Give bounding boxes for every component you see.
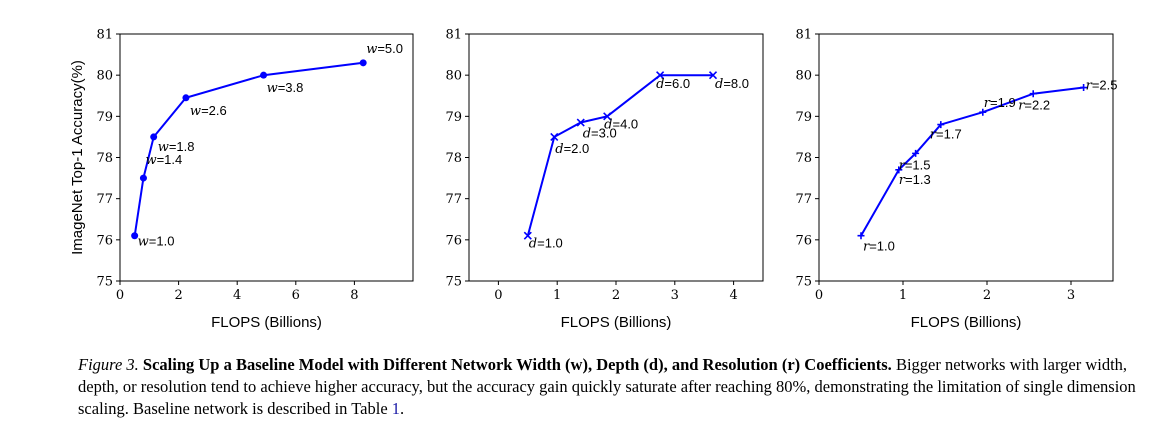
point-label: w=1.4 xyxy=(145,152,182,168)
x-tick-label: 1 xyxy=(899,288,907,303)
data-point xyxy=(708,71,718,80)
data-point xyxy=(359,59,367,67)
series-line xyxy=(133,61,364,236)
y-axis-label: ImageNet Top-1 Accuracy(%) xyxy=(69,60,86,255)
point-label: r=1.7 xyxy=(930,127,962,143)
data-point xyxy=(1080,84,1088,92)
x-tick-label: 8 xyxy=(350,288,358,303)
x-tick-label: 4 xyxy=(729,288,737,303)
x-tick-label: 1 xyxy=(553,288,561,303)
chart-panel-2: 75 76 77 78 79 80 81 0 1 2 3 4 FLOPS (Billions) d=1.0… xyxy=(445,28,764,331)
series-line xyxy=(860,86,1084,237)
x-tick-label: 2 xyxy=(612,288,620,303)
data-point xyxy=(523,231,532,240)
point-label: d=4.0 xyxy=(604,116,638,132)
figure-caption: Figure 3. Scaling Up a Baseline Model wi… xyxy=(78,354,1138,420)
chart-panel-3: 75 76 77 78 79 80 81 0 1 2 3 FLOPS (Billions) r=1.0 r… xyxy=(795,28,1117,332)
point-label: d=1.0 xyxy=(529,236,563,252)
point-label: r=2.2 xyxy=(1018,98,1050,114)
caption-lead: Figure 3. xyxy=(78,355,139,374)
y-tick-label: 76 xyxy=(445,233,462,248)
data-point xyxy=(895,166,903,174)
data-point xyxy=(857,232,865,240)
data-point xyxy=(912,149,920,157)
data-point xyxy=(182,94,190,102)
y-tick-label: 75 xyxy=(445,275,462,290)
data-point xyxy=(131,232,139,240)
x-tick-label: 2 xyxy=(174,288,182,303)
caption-title: Scaling Up a Baseline Model with Differe… xyxy=(142,355,892,374)
y-tick-label: 75 xyxy=(795,275,812,290)
x-tick-label: 3 xyxy=(1067,288,1075,303)
data-point xyxy=(260,71,268,79)
point-label: w=3.8 xyxy=(267,80,304,96)
y-tick-label: 76 xyxy=(96,233,113,248)
y-tick-label: 80 xyxy=(96,69,113,84)
x-tick-label: 3 xyxy=(671,288,679,303)
point-label: r=1.9 xyxy=(984,95,1016,111)
point-label: r=2.5 xyxy=(1086,78,1118,94)
y-tick-label: 78 xyxy=(96,151,113,166)
y-tick-label: 81 xyxy=(445,28,462,43)
caption-table-ref[interactable]: 1 xyxy=(391,399,401,418)
point-label: d=3.0 xyxy=(583,126,617,142)
point-label: w=1.0 xyxy=(138,234,175,250)
data-point xyxy=(1029,90,1037,98)
y-tick-label: 77 xyxy=(445,192,462,207)
data-point xyxy=(603,112,612,121)
y-tick-label: 79 xyxy=(96,110,113,125)
point-label: r=1.0 xyxy=(863,239,895,255)
caption-body: Bigger networks with larger width, depth… xyxy=(78,355,1136,418)
y-tick-label: 80 xyxy=(795,69,812,84)
point-label: d=6.0 xyxy=(656,76,690,92)
y-tick-label: 79 xyxy=(795,110,812,125)
x-tick-label: 4 xyxy=(233,288,241,303)
x-tick-label: 0 xyxy=(815,288,823,303)
y-tick-label: 77 xyxy=(795,192,812,207)
point-label: w=2.6 xyxy=(190,103,227,119)
data-point xyxy=(550,132,559,141)
x-axis-label: FLOPS (Billions) xyxy=(561,314,672,331)
chart-panel-1: 75 76 77 78 79 80 81 0 2 4 6 8 FLOPS (Billions) Image… xyxy=(69,28,414,331)
y-tick-label: 81 xyxy=(96,28,113,43)
data-point xyxy=(139,174,147,182)
data-point xyxy=(656,71,665,80)
x-tick-label: 0 xyxy=(116,288,124,303)
x-tick-label: 0 xyxy=(494,288,502,303)
x-axis-label: FLOPS (Billions) xyxy=(911,314,1022,331)
point-label: w=1.8 xyxy=(158,139,195,155)
point-label: r=1.3 xyxy=(899,172,931,188)
y-tick-label: 81 xyxy=(795,28,812,43)
y-tick-label: 80 xyxy=(445,69,462,84)
y-tick-label: 76 xyxy=(795,233,812,248)
point-label: d=2.0 xyxy=(555,141,589,157)
y-tick-label: 75 xyxy=(96,275,113,290)
y-tick-label: 78 xyxy=(445,151,462,166)
y-tick-label: 77 xyxy=(96,192,113,207)
series-line xyxy=(526,74,713,236)
x-tick-label: 6 xyxy=(292,288,300,303)
y-tick-label: 79 xyxy=(445,110,462,125)
plot-frame xyxy=(468,33,764,282)
x-axis-label: FLOPS (Billions) xyxy=(211,314,322,331)
data-point xyxy=(150,133,158,141)
data-point xyxy=(937,121,945,129)
point-label: d=8.0 xyxy=(715,76,749,92)
data-point xyxy=(979,108,987,116)
y-tick-label: 78 xyxy=(795,151,812,166)
point-label: r=1.5 xyxy=(899,157,931,173)
caption-end: . xyxy=(400,399,405,418)
data-point xyxy=(576,118,585,127)
point-label: w=5.0 xyxy=(366,41,403,57)
x-tick-label: 2 xyxy=(983,288,991,303)
